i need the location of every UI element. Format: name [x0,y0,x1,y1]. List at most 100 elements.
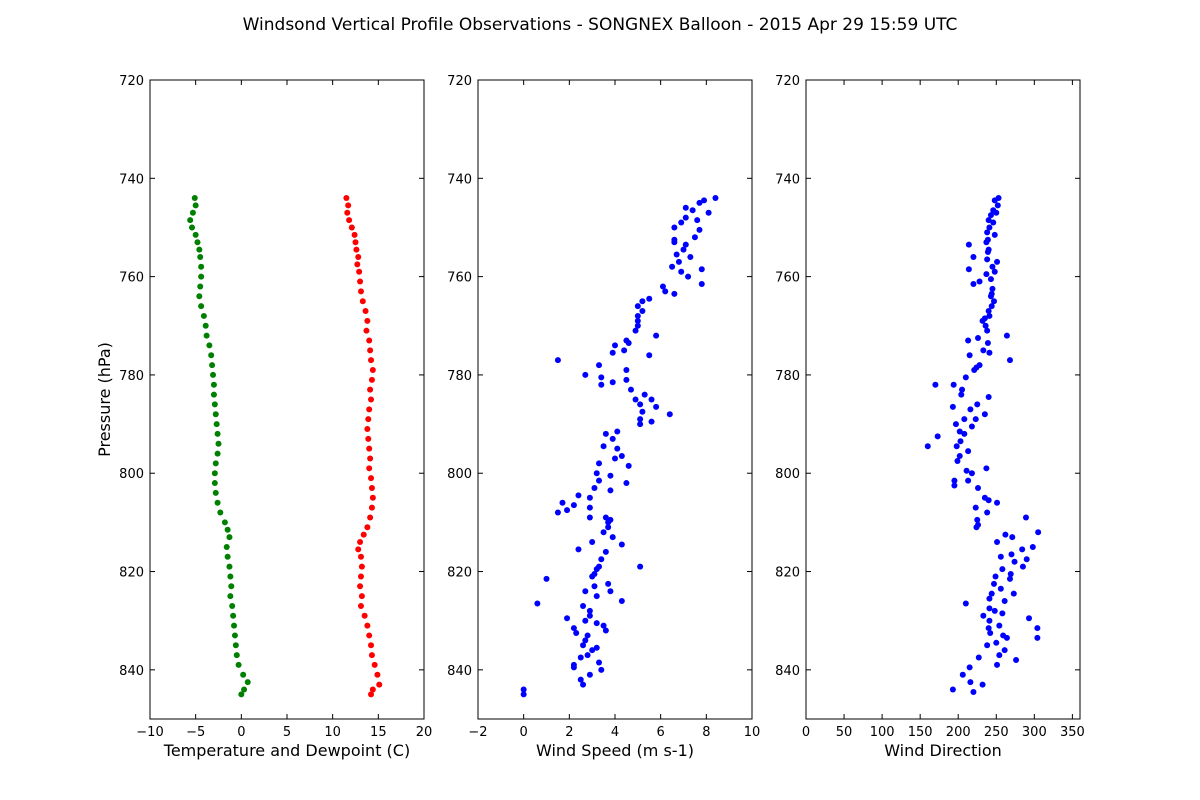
data-point [602,627,609,634]
data-point [991,197,998,204]
x-tick-label: 5 [283,725,291,740]
data-point [985,497,992,504]
data-point [357,553,364,560]
data-point [368,484,375,491]
data-point [997,585,1004,592]
data-point [986,224,993,231]
data-point [366,632,373,639]
data-point [368,357,375,364]
data-point [575,546,582,553]
data-point [584,652,591,659]
data-point [357,278,364,285]
data-point [214,450,221,457]
data-point [577,654,584,661]
data-point [607,472,614,479]
data-point [623,367,630,374]
data-point [605,524,612,531]
data-point [986,349,993,356]
data-point [996,652,1003,659]
y-tick-label: 720 [119,74,144,89]
data-point [200,312,207,319]
x-tick-label: 350 [1060,725,1085,740]
data-point [368,652,375,659]
data-point [682,214,689,221]
data-point [203,332,210,339]
data-point [227,573,234,580]
data-point [976,278,983,285]
data-point [582,371,589,378]
data-point [229,602,236,609]
data-point [360,531,367,538]
data-point [975,654,982,661]
data-point [1006,575,1013,582]
data-point [197,253,204,260]
data-point [570,625,577,632]
data-point [932,381,939,388]
data-point [241,686,248,693]
data-point [593,593,600,600]
data-point [689,207,696,214]
data-point [986,312,993,319]
data-point [227,593,234,600]
data-point [212,489,219,496]
data-point [954,457,961,464]
data-point [376,681,383,688]
data-point [573,629,580,636]
data-point [580,642,587,649]
data-point [369,367,376,374]
data-point [356,268,363,275]
temperature-dewpoint-panel: −10 −5 0 5 10 15 20 720 740 760 780 800 820 840 Temper… [95,74,432,760]
data-point [226,534,233,541]
data-point [589,573,596,580]
y-tick-label: 720 [447,74,472,89]
data-point [974,401,981,408]
data-point [228,583,235,590]
data-point [598,556,605,563]
data-point [208,352,215,359]
data-point [696,199,703,206]
data-point [653,403,660,410]
data-point [570,502,577,509]
data-point [958,391,965,398]
data-point [362,308,369,315]
data-point [962,374,969,381]
data-point [214,430,221,437]
data-point [355,546,362,553]
data-point [659,283,666,290]
data-point [962,600,969,607]
data-point [965,448,972,455]
data-point [662,288,669,295]
data-point [994,539,1001,546]
data-point [1029,543,1036,550]
data-point [984,327,991,334]
data-point [666,411,673,418]
data-point [1034,625,1041,632]
data-point [591,484,598,491]
data-point [602,430,609,437]
data-point [366,337,373,344]
data-point [582,637,589,644]
y-tick-label: 780 [119,369,144,384]
data-point [212,411,219,418]
y-tick-label: 760 [447,271,472,286]
data-point [614,428,621,435]
data-point [365,416,372,423]
data-point [586,504,593,511]
data-point [979,317,986,324]
data-point [1009,534,1016,541]
data-point [230,612,237,619]
data-point [202,322,209,329]
figure-title: Windsond Vertical Profile Observations -… [243,15,958,35]
data-point [598,381,605,388]
data-point [966,352,973,359]
data-point [570,664,577,671]
data-point [999,610,1006,617]
data-point [210,381,217,388]
data-point [987,629,994,636]
data-point [189,209,196,216]
data-point [368,691,375,698]
data-point [634,322,641,329]
data-point [639,408,646,415]
data-point [696,226,703,233]
data-point [639,308,646,315]
